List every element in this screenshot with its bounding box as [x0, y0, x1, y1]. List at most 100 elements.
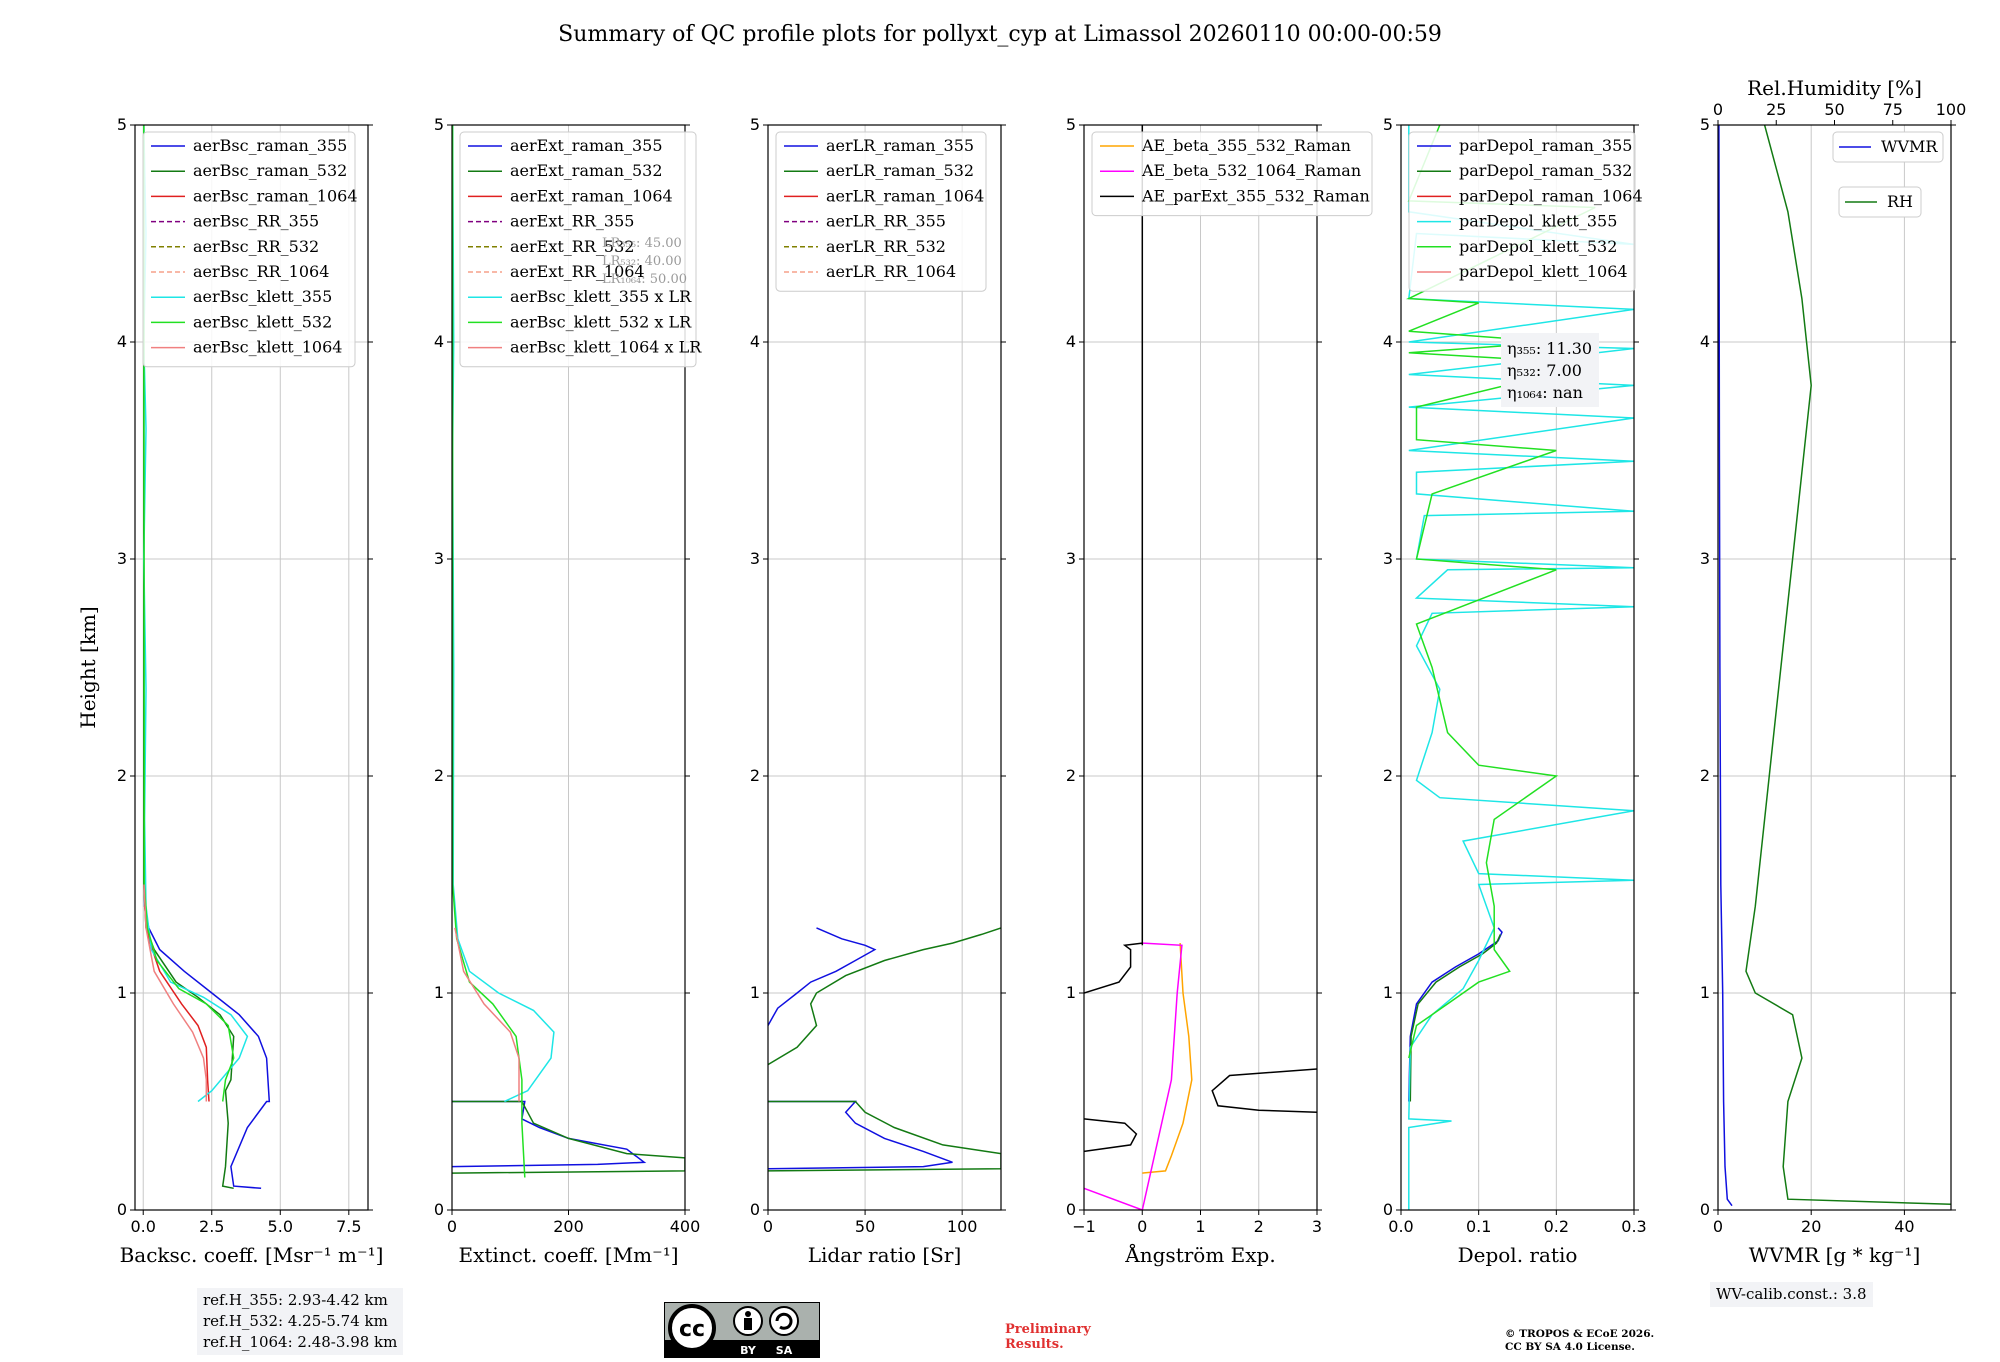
data-lines	[1718, 125, 1951, 1207]
x-tick-label: 0	[1137, 1217, 1147, 1236]
top-x-tick-label: 50	[1824, 100, 1844, 119]
x-tick-label: 0.1	[1466, 1217, 1491, 1236]
lidar-ratio-annotation: LR₅₃₂: 40.00	[602, 254, 682, 269]
legend-label: aerLR_raman_532	[826, 161, 974, 180]
x-tick-label: 0	[763, 1217, 773, 1236]
y-tick-label: 3	[434, 549, 444, 568]
wv-calibration-box: WV-calib.const.: 3.8	[1710, 1282, 1873, 1307]
legend-label: aerBsc_RR_1064	[193, 262, 329, 281]
axes-frame	[767, 124, 1002, 1211]
y-tick-label: 5	[1383, 115, 1393, 134]
data-lines	[1405, 125, 1634, 1210]
data-lines	[1084, 125, 1317, 1210]
legend-box	[1832, 131, 1944, 163]
series-line-pardepol-klett-355	[1407, 125, 1634, 1210]
data-lines	[452, 125, 685, 1178]
series-line-ae-beta-355-532-raman	[1142, 943, 1193, 1174]
refh-355: ref.H_355: 2.93-4.42 km	[203, 1291, 388, 1309]
eta-annotation: η₁₀₆₄: nan	[1507, 383, 1583, 402]
x-tick-label: 0	[447, 1217, 457, 1236]
y-tick-label: 4	[750, 332, 760, 351]
data-lines	[143, 125, 271, 1190]
x-tick-label: 0.0	[1388, 1217, 1413, 1236]
x-axis-label: WVMR [g * kg⁻¹]	[1749, 1243, 1921, 1267]
legend-label: aerExt_raman_1064	[510, 186, 673, 205]
data-lines	[768, 927, 1001, 1172]
series-line-aerbsc-raman-1064	[143, 906, 210, 1102]
panel-bsc: 0.0 2.5 5.0 7.5 0 1 2 3 4 5 Backsc. coeff. [Msr⁻¹ …	[76, 115, 383, 1267]
y-tick-label: 5	[117, 115, 127, 134]
x-tick-label: 20	[1801, 1217, 1821, 1236]
legend-label: parDepol_klett_532	[1459, 237, 1617, 256]
x-tick-label: 40	[1894, 1217, 1914, 1236]
x-tick-label: 3	[1312, 1217, 1322, 1236]
series-line-ae-beta-532-1064-raman	[1084, 942, 1183, 1210]
y-tick-label: 4	[1066, 332, 1076, 351]
x-tick-label: 0.2	[1544, 1217, 1569, 1236]
y-tick-label: 2	[1066, 766, 1076, 785]
y-tick-label: 5	[1066, 115, 1076, 134]
x-axis-label: Ångström Exp.	[1124, 1242, 1275, 1267]
preliminary-line-2: Results.	[1005, 1337, 1064, 1352]
y-tick-label: 0	[117, 1200, 127, 1219]
series-line-segment	[1084, 942, 1143, 994]
legend-label: aerBsc_klett_532 x LR	[510, 312, 692, 331]
axes-frame	[1717, 124, 1952, 1211]
x-tick-label: 2.5	[199, 1217, 224, 1236]
top-x-tick-label: 0	[1713, 100, 1723, 119]
series-line-wvmr	[1718, 125, 1733, 1207]
y-tick-label: 4	[117, 332, 127, 351]
series-line-aerext-raman-532	[452, 1100, 685, 1174]
top-x-tick-label: 100	[1936, 100, 1967, 119]
series-line-aerlr-raman-355	[768, 1100, 953, 1170]
cc-license-badge: cc BY SA	[663, 1301, 821, 1362]
y-tick-label: 3	[117, 549, 127, 568]
y-tick-label: 2	[750, 766, 760, 785]
legend-label: aerBsc_RR_532	[193, 237, 319, 256]
legend-label: parDepol_klett_1064	[1459, 262, 1628, 281]
x-tick-label: 5.0	[268, 1217, 293, 1236]
legend-label: parDepol_raman_532	[1459, 161, 1632, 180]
refh-532: ref.H_532: 4.25-5.74 km	[203, 1312, 388, 1330]
sa-text: SA	[776, 1344, 793, 1357]
x-tick-label: 100	[947, 1217, 978, 1236]
series-line-pardepol-raman-355	[1408, 927, 1503, 1102]
series-line-aerlr-raman-532	[768, 1100, 1001, 1172]
legend-label: parDepol_raman_355	[1459, 136, 1632, 155]
preliminary-note: Preliminary Results.	[1005, 1322, 1091, 1352]
y-tick-label: 4	[434, 332, 444, 351]
lidar-ratio-annotation: LR₁₀₆₄: 50.00	[602, 272, 687, 287]
y-tick-label: 1	[117, 983, 127, 1002]
series-line-aerbsc-klett-1064-x-lr	[454, 927, 520, 1102]
x-tick-label: 0.3	[1621, 1217, 1646, 1236]
y-tick-label: 4	[1383, 332, 1393, 351]
eta-box	[1501, 333, 1599, 407]
legend-box	[1091, 131, 1373, 217]
cc-text: cc	[679, 1317, 705, 1342]
x-tick-label: 1	[1195, 1217, 1205, 1236]
series-line-segment	[1084, 1118, 1138, 1153]
y-tick-label: 4	[1700, 332, 1710, 351]
copyright-line-1: © TROPOS & ECoE 2026.	[1505, 1328, 1655, 1340]
legend-label: aerExt_RR_532	[510, 237, 634, 256]
y-tick-label: 0	[434, 1200, 444, 1219]
legend-box	[1408, 131, 1636, 292]
x-tick-label: 2	[1254, 1217, 1264, 1236]
y-tick-label: 2	[1700, 766, 1710, 785]
legend-label: aerLR_RR_532	[826, 237, 946, 256]
y-tick-label: 2	[434, 766, 444, 785]
x-tick-label: 400	[670, 1217, 701, 1236]
legend-label: WVMR	[1881, 137, 1938, 156]
legend-label: aerLR_RR_355	[826, 212, 946, 231]
eta-annotation: η₃₅₅: 11.30	[1507, 339, 1592, 358]
top-x-tick-label: 75	[1883, 100, 1903, 119]
series-line-aerbsc-klett-1064	[143, 884, 208, 1102]
preliminary-line-1: Preliminary	[1005, 1322, 1091, 1337]
series-line-rh	[1745, 125, 1951, 1206]
legend-label: aerBsc_raman_532	[193, 161, 347, 180]
series-line-aerbsc-klett-532-x-lr	[452, 125, 526, 1178]
figure-title: Summary of QC profile plots for pollyxt_…	[558, 22, 1442, 47]
by-text: BY	[740, 1344, 757, 1357]
panel-dep: 0.0 0.1 0.2 0.3 0 1 2 3 4 5 Depol. ratio parDepol_r…	[1383, 115, 1647, 1267]
